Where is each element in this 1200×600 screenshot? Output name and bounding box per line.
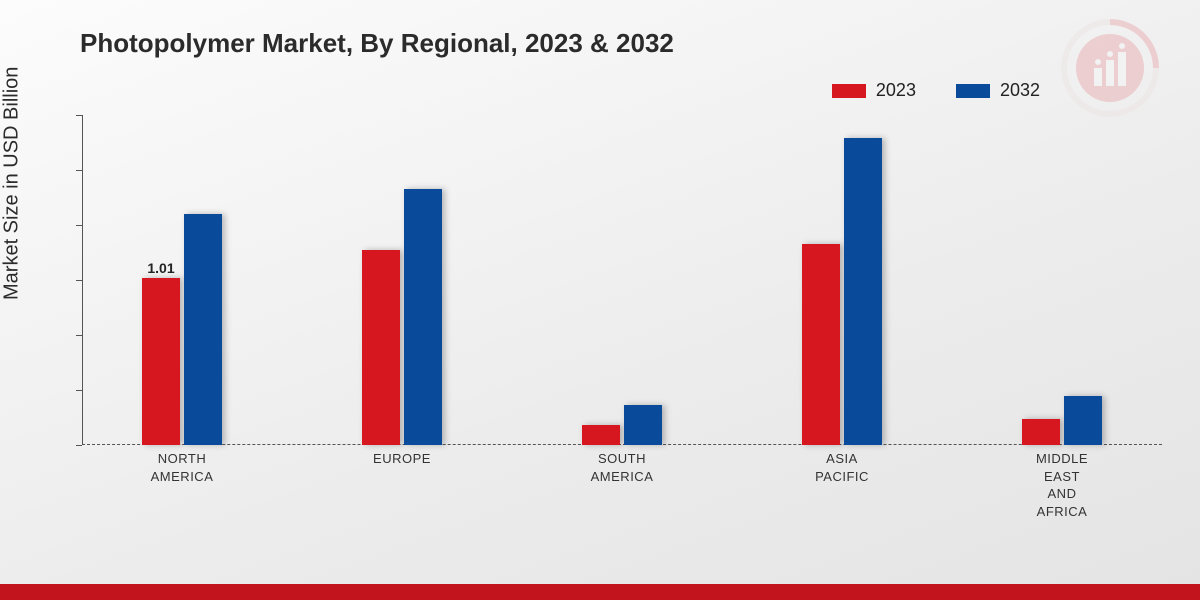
bar-group [142,214,222,445]
bar [184,214,222,445]
y-tick [76,170,82,171]
bar-value-label: 1.01 [147,260,174,276]
legend-swatch-2032 [956,84,990,98]
y-tick [76,445,82,446]
bar [1022,419,1060,445]
bar-group [582,405,662,445]
bar [844,138,882,445]
legend-swatch-2023 [832,84,866,98]
legend-item-2032: 2032 [956,80,1040,101]
category-label: ASIA PACIFIC [815,450,869,485]
bar-group [362,189,442,445]
brand-watermark-icon [1060,18,1160,118]
bar [582,425,620,445]
y-tick [76,390,82,391]
category-label: EUROPE [373,450,431,468]
bar [404,189,442,445]
legend: 2023 2032 [832,80,1040,101]
legend-label-2032: 2032 [1000,80,1040,101]
category-label: SOUTH AMERICA [591,450,654,485]
bar [142,278,180,445]
y-axis-label: Market Size in USD Billion [1,67,24,300]
legend-label-2023: 2023 [876,80,916,101]
footer-accent-bar [0,584,1200,600]
y-tick [76,280,82,281]
y-tick [76,115,82,116]
chart-title: Photopolymer Market, By Regional, 2023 &… [80,28,674,59]
y-axis [82,115,83,445]
bar [624,405,662,445]
bar [362,250,400,445]
category-label: NORTH AMERICA [151,450,214,485]
y-tick [76,335,82,336]
y-tick [76,225,82,226]
bar-group [1022,396,1102,446]
bar-group [802,138,882,445]
bar [802,244,840,445]
category-label: MIDDLE EAST AND AFRICA [1036,450,1088,520]
plot-area: 1.01 [82,115,1162,445]
legend-item-2023: 2023 [832,80,916,101]
category-labels: NORTH AMERICA EUROPE SOUTH AMERICA ASIA PAC… [82,450,1162,540]
bar [1064,396,1102,446]
